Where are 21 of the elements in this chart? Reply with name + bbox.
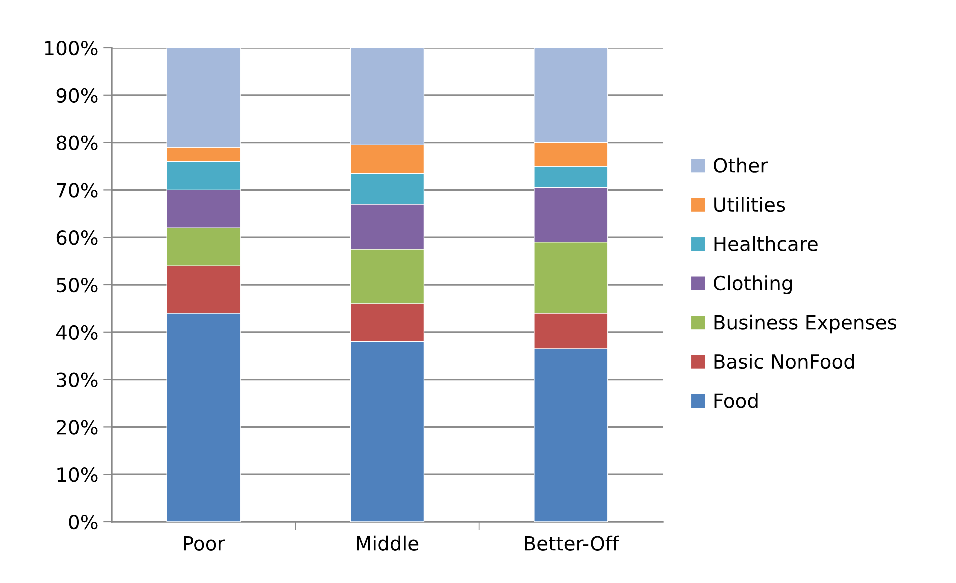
y-tick-label: 20% <box>57 420 98 435</box>
legend-label: Other <box>714 158 768 173</box>
y-tick-label: 70% <box>57 183 98 198</box>
y-tick-label: 90% <box>56 88 98 104</box>
y-tick-label: 30% <box>57 372 98 388</box>
legend-label: Food <box>714 393 758 408</box>
x-tick-label: Middle <box>357 536 419 551</box>
legend-label: Clothing <box>714 276 792 294</box>
y-tick-label: 60% <box>56 230 98 246</box>
y-tick-label: 50% <box>57 278 98 293</box>
y-tick-label: 80% <box>56 136 98 150</box>
legend-label: Utilities <box>714 197 786 212</box>
y-tick-label: 40% <box>56 325 98 340</box>
x-tick-label: Better-Off <box>525 536 620 551</box>
x-tick-label: Poor <box>184 536 226 551</box>
y-tick-label: 0% <box>69 514 98 530</box>
legend-label: Business Expenses <box>714 314 897 334</box>
y-tick-label: 10% <box>58 468 98 482</box>
y-tick-label: 100% <box>45 40 98 56</box>
legend-label: Healthcare <box>714 236 818 252</box>
legend-label: Basic NonFood <box>714 354 854 370</box>
